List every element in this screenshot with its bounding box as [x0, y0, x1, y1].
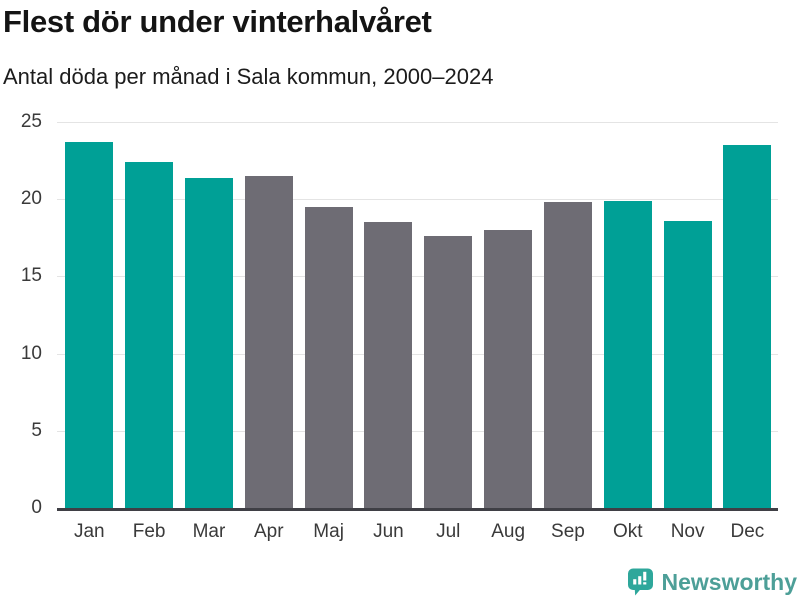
x-tick-label-sep: Sep	[551, 521, 585, 542]
gridline-15	[57, 276, 778, 278]
x-tick-label-aug: Aug	[491, 521, 526, 542]
y-tick-label-0: 0	[31, 497, 42, 518]
bar-sep	[543, 202, 592, 508]
x-tick-label-dec: Dec	[730, 521, 765, 542]
x-tick-label-apr: Apr	[253, 521, 284, 542]
y-tick-label-25: 25	[20, 111, 42, 132]
logo-exclamation-dot	[642, 582, 646, 585]
y-axis-labels: 0 5 10 15 20 25	[0, 111, 42, 518]
bar-jun	[364, 222, 413, 508]
x-tick-label-mar: Mar	[192, 521, 226, 542]
gridline-25	[57, 122, 778, 123]
logo-bar-short	[632, 579, 636, 585]
chart-title: Flest dör under vinterhalvåret	[3, 4, 432, 39]
x-tick-label-feb: Feb	[132, 521, 166, 542]
chart-subtitle: Antal döda per månad i Sala kommun, 2000…	[3, 64, 494, 89]
newsworthy-logo-icon	[627, 568, 653, 596]
logo-bar-tall	[642, 571, 646, 581]
brand-label: Newsworthy	[661, 568, 797, 595]
bar-mar	[184, 177, 233, 508]
x-tick-label-okt: Okt	[612, 521, 643, 542]
y-tick-label-15: 15	[20, 265, 42, 287]
logo-bar-medium	[637, 576, 641, 585]
y-tick-label-5: 5	[31, 419, 42, 441]
gridline-20	[57, 199, 778, 201]
bar-okt	[603, 200, 652, 508]
y-tick-label-10: 10	[20, 342, 42, 364]
gridline-5	[57, 430, 778, 432]
bar-dec	[723, 145, 772, 508]
bar-nov	[663, 220, 712, 508]
bar-jul	[424, 236, 473, 508]
bar-plot-area: Jan Feb Mar Apr Maj Jun Jul Aug Sep Okt Nov Dec	[57, 122, 778, 542]
bar-aug	[484, 230, 533, 508]
bar-feb	[125, 162, 174, 508]
bar-jan	[65, 142, 114, 508]
y-tick-label-20: 20	[20, 188, 42, 210]
bar-maj	[304, 206, 353, 508]
brand-footer: Newsworthy	[627, 568, 797, 596]
x-tick-label-jul: Jul	[436, 521, 461, 542]
bar-apr	[244, 176, 293, 508]
x-tick-label-maj: Maj	[313, 521, 344, 542]
x-tick-label-jun: Jun	[373, 521, 404, 542]
x-tick-label-jan: Jan	[73, 521, 105, 542]
x-tick-label-nov: Nov	[670, 521, 705, 542]
gridline-10	[57, 353, 778, 355]
